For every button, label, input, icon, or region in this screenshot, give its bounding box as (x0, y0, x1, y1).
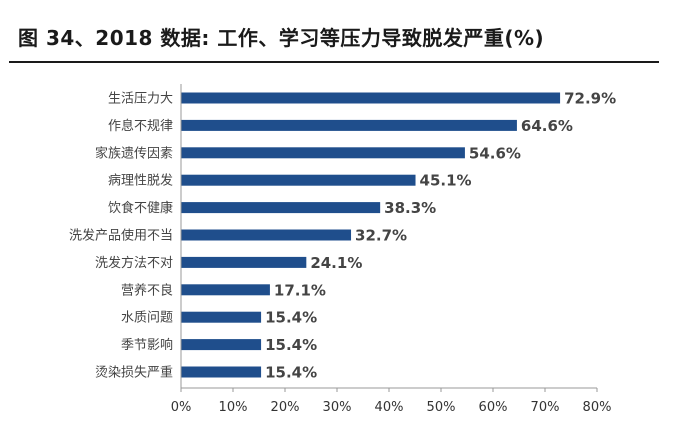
bars-group (181, 92, 561, 378)
bar (181, 202, 381, 214)
bar (181, 92, 561, 104)
data-label: 15.4% (265, 336, 317, 354)
x-tick-label: 10% (219, 400, 248, 415)
bar (181, 147, 465, 159)
data-label: 54.6% (469, 144, 521, 162)
x-tick-label: 60% (479, 400, 508, 415)
bar (181, 256, 307, 268)
axes-group: 0% 10% 20% 30% 40% 50% 60% 70% 80% (171, 84, 612, 415)
category-label: 家族遗传因素 (95, 145, 173, 161)
bar (181, 311, 262, 323)
bar (181, 174, 416, 186)
data-label: 24.1% (310, 254, 362, 272)
category-label: 水质问题 (121, 311, 173, 326)
x-tick-label: 80% (583, 400, 612, 415)
data-label: 15.4% (265, 364, 317, 382)
bar (181, 366, 262, 378)
data-label: 38.3% (384, 199, 436, 217)
data-label: 64.6% (521, 117, 573, 135)
x-tick-label: 0% (171, 400, 192, 415)
category-label: 营养不良 (121, 282, 173, 298)
bar (181, 284, 270, 296)
x-tick-label: 30% (323, 400, 352, 415)
category-label: 烫染损失严重 (95, 365, 173, 381)
category-label: 洗发产品使用不当 (69, 228, 173, 244)
category-label: 饮食不健康 (108, 200, 173, 216)
x-tick-label: 50% (427, 400, 456, 415)
data-label: 32.7% (355, 227, 407, 245)
category-label: 作息不规律 (108, 118, 173, 134)
labels-group: 生活压力大 72.9% 作息不规律 64.6% 家族遗传因素 54.6% 病理性脱发 45.1… (69, 90, 616, 382)
category-label: 生活压力大 (108, 92, 173, 107)
bar (181, 229, 352, 241)
data-label: 17.1% (274, 281, 326, 299)
chart-title: 图 34、2018 数据: 工作、学习等压力导致脱发严重(%) (18, 26, 545, 50)
category-label: 病理性脱发 (108, 173, 173, 189)
data-label: 45.1% (420, 172, 472, 190)
x-tick-label: 70% (531, 400, 560, 415)
data-label: 72.9% (564, 90, 616, 108)
x-tick-label: 40% (375, 400, 404, 415)
title-divider (9, 61, 659, 63)
category-label: 洗发方法不对 (95, 255, 173, 271)
category-label: 季节影响 (121, 337, 173, 353)
x-tick-label: 20% (271, 400, 300, 415)
bar (181, 119, 517, 131)
bar (181, 339, 262, 351)
data-label: 15.4% (265, 309, 317, 327)
